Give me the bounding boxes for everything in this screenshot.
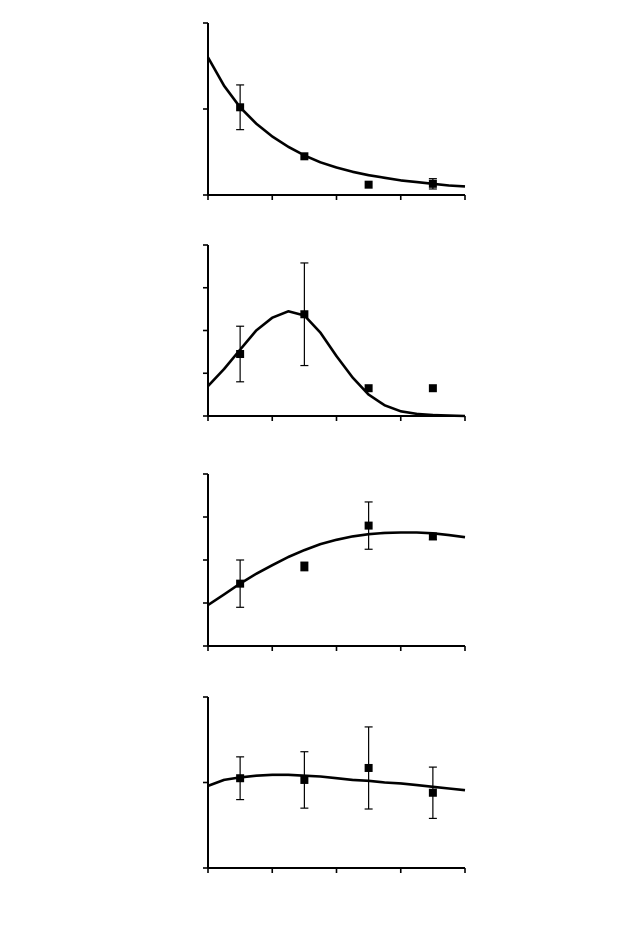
data-point (364, 180, 373, 189)
chart-panel-3 (203, 473, 466, 651)
chart-panel-1 (203, 22, 466, 200)
chart-panel-4 (203, 696, 466, 873)
data-point (236, 350, 245, 359)
data-point (300, 775, 309, 784)
fit-curve (206, 56, 466, 188)
data-point (428, 788, 437, 797)
fit-curve (207, 531, 466, 607)
data-point (300, 562, 309, 571)
data-point (364, 763, 373, 772)
data-point (428, 384, 437, 393)
fit-curve (207, 310, 466, 418)
data-point (364, 521, 373, 530)
data-point (364, 384, 373, 393)
data-point (428, 532, 437, 541)
fit-curve (207, 773, 466, 792)
chart-panel-2 (203, 244, 466, 421)
